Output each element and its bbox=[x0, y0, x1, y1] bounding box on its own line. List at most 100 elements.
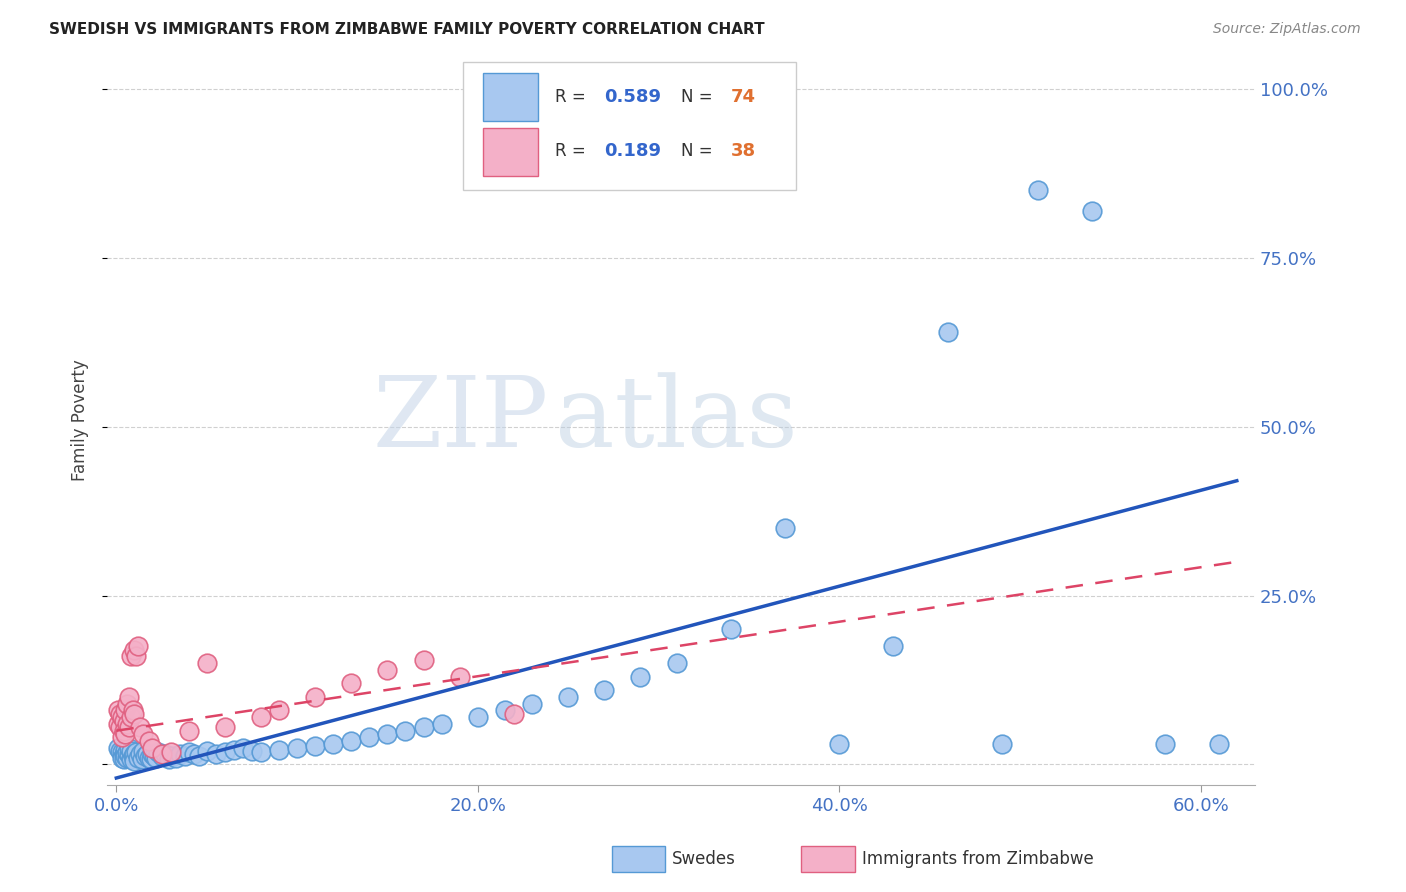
Point bbox=[112, 723, 135, 738]
Point bbox=[250, 710, 273, 724]
Point bbox=[107, 703, 129, 717]
Point bbox=[124, 706, 146, 721]
Point bbox=[1153, 737, 1175, 751]
Point bbox=[114, 703, 136, 717]
Text: Source: ZipAtlas.com: Source: ZipAtlas.com bbox=[1213, 22, 1361, 37]
Point bbox=[107, 717, 129, 731]
Point bbox=[138, 750, 160, 764]
Point bbox=[120, 752, 142, 766]
Point bbox=[115, 745, 138, 759]
Point bbox=[143, 749, 166, 764]
Point bbox=[136, 747, 159, 762]
Point bbox=[132, 727, 155, 741]
Point bbox=[1208, 737, 1230, 751]
Point bbox=[108, 744, 131, 758]
Point bbox=[250, 745, 273, 759]
Point bbox=[153, 747, 176, 762]
Point bbox=[128, 747, 150, 762]
Point bbox=[204, 747, 226, 762]
Point bbox=[146, 745, 169, 759]
Point bbox=[121, 703, 143, 717]
Point bbox=[467, 710, 489, 724]
Point bbox=[593, 683, 616, 698]
Point bbox=[115, 750, 138, 764]
Point bbox=[114, 727, 136, 741]
Text: N =: N = bbox=[681, 87, 718, 106]
Text: 0.589: 0.589 bbox=[605, 87, 661, 106]
FancyBboxPatch shape bbox=[463, 62, 796, 190]
Point bbox=[111, 745, 134, 759]
Point bbox=[882, 640, 904, 654]
Point bbox=[177, 723, 200, 738]
Point bbox=[340, 734, 363, 748]
Point bbox=[240, 744, 263, 758]
Point bbox=[322, 737, 344, 751]
Point bbox=[138, 734, 160, 748]
Point bbox=[494, 703, 516, 717]
Point bbox=[503, 706, 526, 721]
Point bbox=[108, 706, 131, 721]
Point bbox=[222, 742, 245, 756]
Point bbox=[285, 740, 308, 755]
Y-axis label: Family Poverty: Family Poverty bbox=[72, 359, 89, 481]
Point bbox=[141, 740, 163, 755]
Point bbox=[157, 752, 180, 766]
Point bbox=[267, 703, 290, 717]
Text: 38: 38 bbox=[731, 143, 755, 161]
Point bbox=[232, 740, 254, 755]
Point bbox=[991, 737, 1014, 751]
Point bbox=[107, 740, 129, 755]
Point bbox=[195, 656, 218, 670]
Point bbox=[120, 649, 142, 664]
Point bbox=[141, 747, 163, 762]
Point bbox=[1081, 203, 1104, 218]
Point bbox=[111, 731, 134, 745]
Point bbox=[115, 697, 138, 711]
Point bbox=[430, 717, 453, 731]
Point bbox=[118, 720, 141, 734]
Point bbox=[162, 749, 184, 764]
Point bbox=[195, 744, 218, 758]
Point bbox=[159, 745, 181, 759]
Point bbox=[145, 750, 167, 764]
Point bbox=[112, 752, 135, 766]
Point bbox=[665, 656, 688, 670]
Point bbox=[127, 640, 149, 654]
Point bbox=[139, 752, 162, 766]
Point bbox=[377, 727, 399, 741]
Point bbox=[120, 710, 142, 724]
Point bbox=[936, 325, 959, 339]
Point bbox=[114, 742, 136, 756]
Point bbox=[188, 749, 211, 764]
Point bbox=[112, 714, 135, 728]
Text: ZIP: ZIP bbox=[373, 372, 550, 467]
Point bbox=[124, 754, 146, 768]
Point bbox=[115, 717, 138, 731]
Point bbox=[214, 745, 236, 759]
Text: N =: N = bbox=[681, 143, 718, 161]
Point bbox=[267, 742, 290, 756]
Text: SWEDISH VS IMMIGRANTS FROM ZIMBABWE FAMILY POVERTY CORRELATION CHART: SWEDISH VS IMMIGRANTS FROM ZIMBABWE FAMI… bbox=[49, 22, 765, 37]
Text: R =: R = bbox=[555, 143, 591, 161]
Text: atlas: atlas bbox=[555, 372, 797, 467]
FancyBboxPatch shape bbox=[482, 128, 537, 176]
Point bbox=[214, 720, 236, 734]
Point bbox=[108, 720, 131, 734]
Point bbox=[111, 750, 134, 764]
Point bbox=[557, 690, 579, 704]
Point bbox=[340, 676, 363, 690]
Point bbox=[118, 690, 141, 704]
Point bbox=[304, 739, 326, 753]
Point bbox=[377, 663, 399, 677]
Point bbox=[183, 747, 205, 762]
Point bbox=[828, 737, 851, 751]
Point bbox=[118, 740, 141, 755]
Point bbox=[174, 749, 197, 764]
Text: 74: 74 bbox=[731, 87, 755, 106]
Point bbox=[124, 642, 146, 657]
Text: Immigrants from Zimbabwe: Immigrants from Zimbabwe bbox=[862, 850, 1094, 868]
Point bbox=[124, 747, 146, 762]
Point bbox=[150, 747, 173, 762]
Point bbox=[127, 750, 149, 764]
Point bbox=[128, 720, 150, 734]
